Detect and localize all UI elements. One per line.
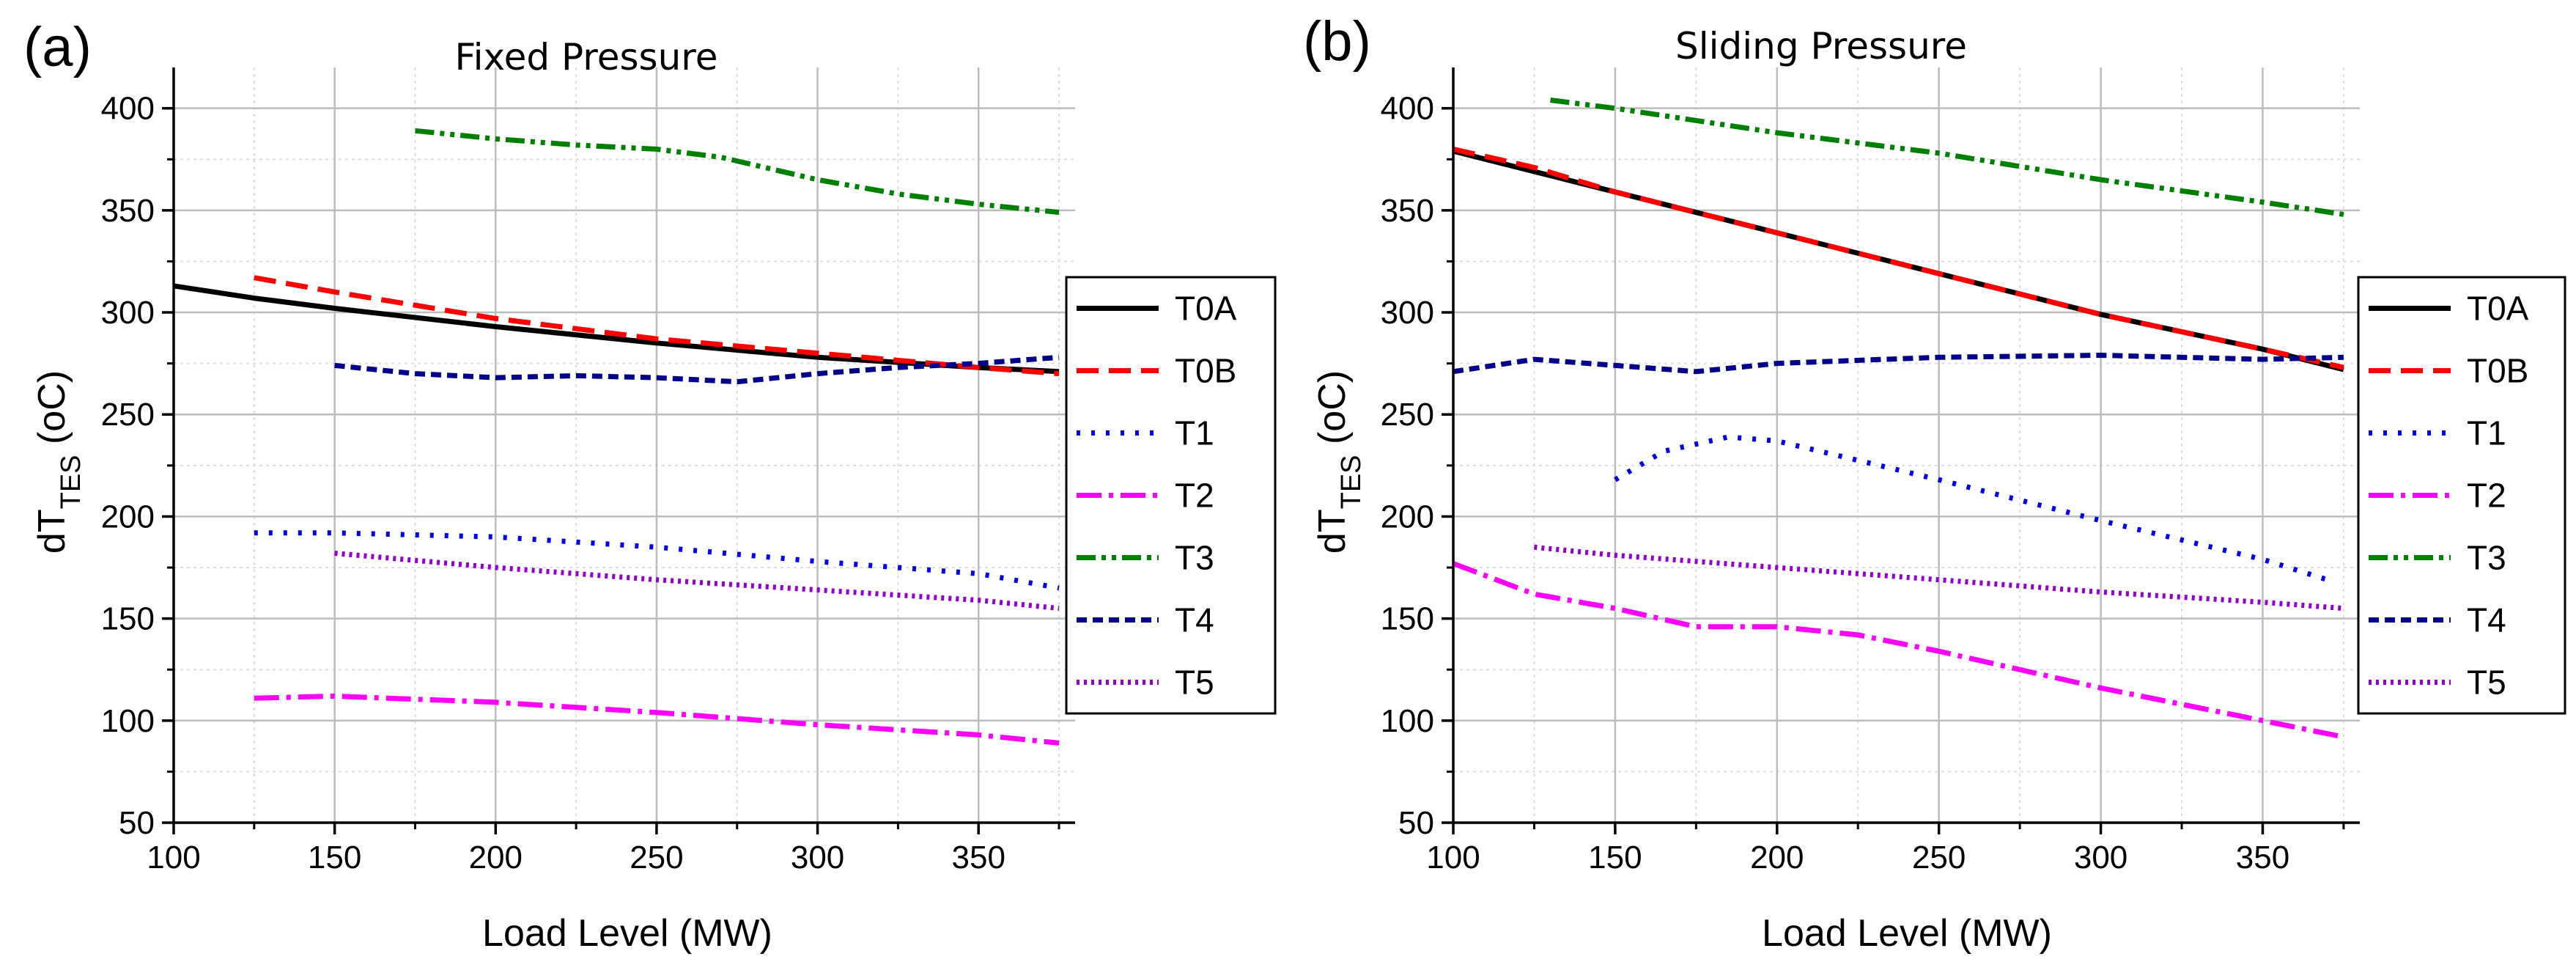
series-line-t4: [1453, 353, 2344, 375]
plot-area: 100 150 200 250 300 3505010015020025030035040…: [101, 67, 1277, 875]
x-tick-label: 250: [630, 840, 683, 875]
chart-title: Fixed Pressure: [455, 36, 718, 78]
y-tick-label: 50: [119, 805, 155, 841]
legend-label-t0b: T0B: [2467, 352, 2528, 390]
x-tick-label: 150: [1588, 840, 1642, 875]
series-line-t3: [415, 128, 1060, 216]
y-axis-label-subscript: TES: [56, 455, 86, 509]
x-tick-label: 200: [1750, 840, 1804, 875]
x-tick-label: 300: [791, 840, 844, 875]
legend-label-t4: T4: [1175, 601, 1214, 639]
series-line-t0b: [254, 275, 1060, 377]
y-tick-label: 400: [1381, 91, 1434, 127]
series-line-t5: [1534, 544, 2344, 612]
y-tick-label: 400: [101, 91, 155, 127]
x-axis-label: Load Level (MW): [482, 912, 772, 955]
legend-label-t0a: T0A: [2467, 290, 2529, 328]
minor-grid: [1453, 67, 2360, 823]
legend-label-t2: T2: [2467, 477, 2506, 515]
y-tick-label: 150: [1381, 601, 1434, 637]
series-line-t1: [1614, 434, 2328, 583]
major-grid: [174, 67, 1075, 823]
y-axis-label-unit: (oC): [31, 370, 73, 455]
y-axis-label-main: dT: [1311, 509, 1354, 554]
series-line-t0a: [173, 283, 1060, 375]
legend-label-t5: T5: [1175, 664, 1214, 702]
ticks: 100 150 200 250 300 3505010015020025030035040…: [1381, 91, 2345, 875]
y-axis-label-subscript: TES: [1336, 455, 1367, 509]
series-line-t0b: [1453, 146, 2344, 370]
legend-label-t4: T4: [2467, 601, 2506, 639]
x-tick-label: 150: [308, 840, 361, 875]
x-tick-label: 100: [147, 840, 200, 875]
series-group: [1452, 98, 2344, 740]
legend-label-t0a: T0A: [1175, 290, 1237, 328]
y-tick-label: 50: [1398, 805, 1434, 841]
y-axis-label: dTTES (oC): [31, 370, 86, 554]
y-tick-label: 250: [101, 397, 155, 433]
y-tick-label: 300: [1381, 295, 1434, 331]
legend-label-t3: T3: [2467, 539, 2506, 577]
series-line-t2: [1452, 561, 2344, 740]
y-axis-label-unit: (oC): [1311, 370, 1354, 455]
y-tick-label: 100: [101, 703, 155, 739]
series-line-t3: [1550, 98, 2344, 217]
major-grid: [1453, 67, 2360, 823]
series-line-t5: [334, 551, 1060, 612]
legend-label-t0b: T0B: [1175, 352, 1236, 390]
y-tick-label: 100: [1381, 703, 1434, 739]
y-tick-label: 200: [1381, 499, 1434, 535]
panel-label: (b): [1303, 10, 1371, 73]
y-tick-label: 250: [1381, 397, 1434, 433]
chart-title: Sliding Pressure: [1675, 25, 1967, 67]
ticks: 100 150 200 250 300 3505010015020025030035040…: [101, 91, 1060, 875]
plot-area: 100 150 200 250 300 3505010015020025030035040…: [1381, 67, 2566, 875]
legend-label-t2: T2: [1175, 477, 1214, 515]
panel-a: (a) Fixed Pressure 100 150 200 250 300 350501…: [23, 16, 1277, 955]
series-group: [173, 128, 1060, 746]
y-axis-label: dTTES (oC): [1311, 370, 1367, 554]
panel-b: (b) Sliding Pressure 100 150 200 250 300 350 5…: [1303, 10, 2566, 955]
legend-label-t5: T5: [2467, 664, 2506, 702]
x-tick-label: 350: [952, 840, 1005, 875]
minor-grid: [174, 67, 1075, 823]
series-line-t2: [254, 693, 1060, 746]
y-tick-label: 300: [101, 295, 155, 331]
legend-label-t1: T1: [1175, 414, 1214, 452]
x-tick-label: 350: [2236, 840, 2289, 875]
x-tick-label: 300: [2074, 840, 2127, 875]
y-tick-label: 200: [101, 499, 155, 535]
y-tick-label: 150: [101, 601, 155, 637]
legend-label-t1: T1: [2467, 414, 2506, 452]
panel-label: (a): [23, 16, 92, 78]
legend: T0A T0B T1 T2 T3 T4 T5: [1065, 276, 1277, 715]
x-tick-label: 100: [1426, 840, 1480, 875]
series-line-t4: [334, 354, 1060, 385]
y-tick-label: 350: [1381, 193, 1434, 229]
x-tick-label: 250: [1912, 840, 1966, 875]
legend: T0A T0B T1 T2 T3 T4 T5: [2357, 276, 2566, 715]
y-tick-label: 350: [101, 193, 155, 229]
legend-label-t3: T3: [1175, 539, 1214, 577]
x-tick-label: 200: [469, 840, 523, 875]
y-axis-label-main: dT: [31, 509, 73, 554]
x-axis-label: Load Level (MW): [1762, 912, 2052, 955]
